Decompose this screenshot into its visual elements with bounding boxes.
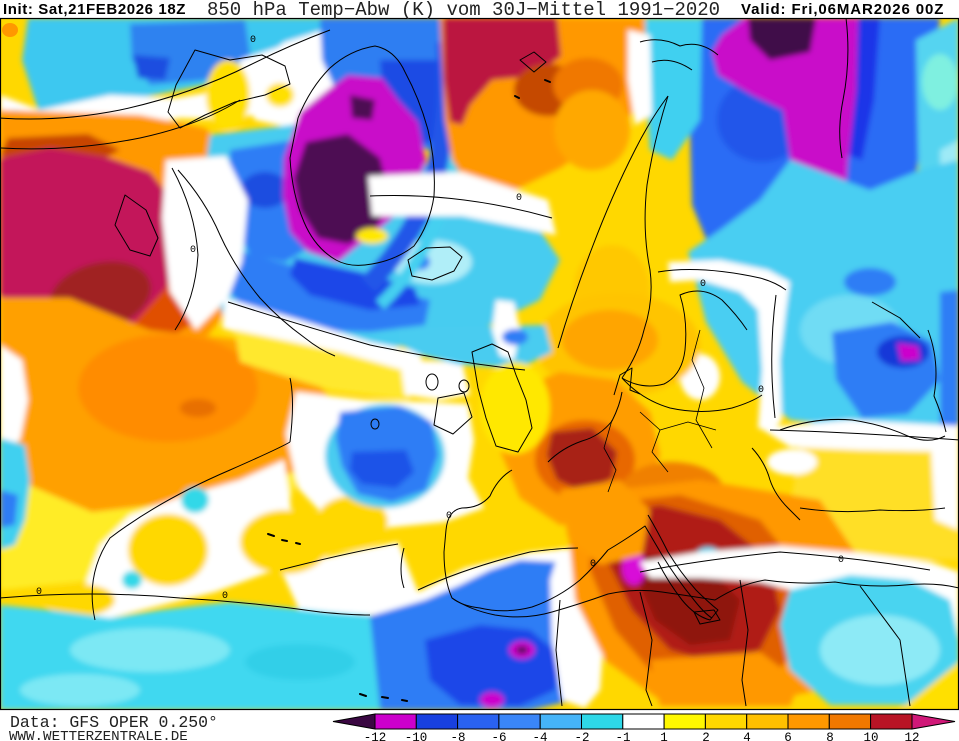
svg-text:-1: -1: [615, 731, 630, 741]
svg-text:6: 6: [784, 731, 792, 741]
svg-text:-4: -4: [532, 731, 547, 741]
svg-text:0: 0: [250, 35, 256, 46]
svg-text:10: 10: [863, 731, 878, 741]
svg-text:-12: -12: [364, 731, 387, 741]
svg-text:1: 1: [660, 731, 668, 741]
svg-text:Data: GFS OPER 0.250°: Data: GFS OPER 0.250°: [10, 713, 218, 732]
svg-text:-2: -2: [574, 731, 589, 741]
svg-text:0: 0: [590, 559, 596, 570]
svg-text:0: 0: [758, 385, 764, 396]
svg-text:-10: -10: [405, 731, 428, 741]
svg-text:-6: -6: [491, 731, 506, 741]
svg-text:0: 0: [190, 245, 196, 256]
svg-text:8: 8: [826, 731, 834, 741]
svg-text:0: 0: [838, 555, 844, 566]
svg-text:2: 2: [702, 731, 710, 741]
svg-text:Valid: Fri,06MAR2026 00Z: Valid: Fri,06MAR2026 00Z: [741, 1, 944, 18]
svg-text:-8: -8: [450, 731, 465, 741]
svg-text:0: 0: [222, 591, 228, 602]
svg-text:WWW.WETTERZENTRALE.DE: WWW.WETTERZENTRALE.DE: [9, 729, 188, 741]
svg-text:850 hPa Temp−Abw (K) vom 30J−M: 850 hPa Temp−Abw (K) vom 30J−Mittel 1991…: [207, 0, 720, 21]
svg-text:0: 0: [446, 511, 452, 522]
svg-text:4: 4: [743, 731, 751, 741]
svg-text:0: 0: [36, 587, 42, 598]
svg-text:Init: Sat,21FEB2026 18Z: Init: Sat,21FEB2026 18Z: [3, 1, 186, 18]
svg-text:0: 0: [700, 279, 706, 290]
svg-text:0: 0: [516, 193, 522, 204]
svg-text:12: 12: [904, 731, 919, 741]
